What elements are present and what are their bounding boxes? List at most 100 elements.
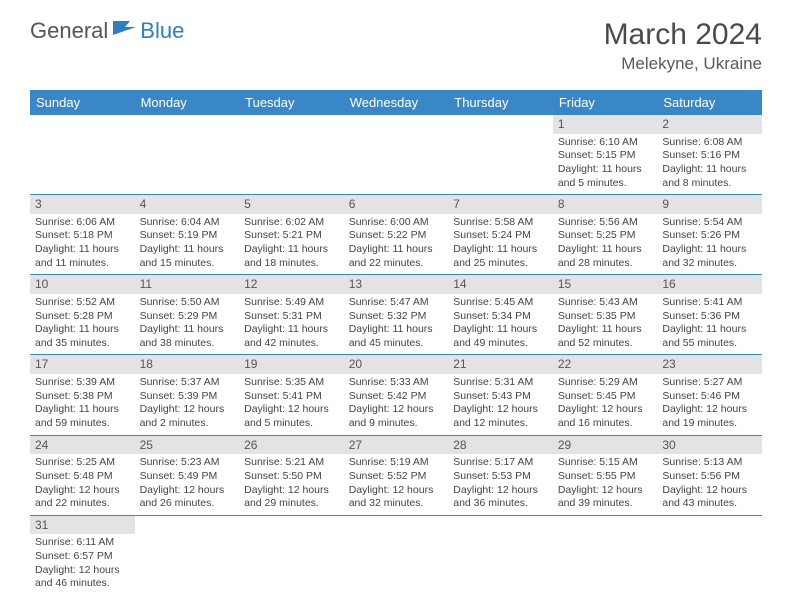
day-detail: Sunrise: 5:41 AMSunset: 5:36 PMDaylight:… bbox=[662, 296, 757, 351]
calendar-table: SundayMondayTuesdayWednesdayThursdayFrid… bbox=[30, 90, 762, 595]
day-detail-line: Daylight: 12 hours bbox=[35, 564, 130, 578]
day-detail: Sunrise: 6:11 AMSunset: 6:57 PMDaylight:… bbox=[35, 536, 130, 591]
day-detail-line: Sunset: 5:32 PM bbox=[349, 310, 444, 324]
day-detail-line: Sunrise: 5:41 AM bbox=[662, 296, 757, 310]
day-detail-line: Sunset: 5:50 PM bbox=[244, 470, 339, 484]
day-detail-line: Sunset: 5:15 PM bbox=[558, 149, 653, 163]
calendar-day-cell: 13Sunrise: 5:47 AMSunset: 5:32 PMDayligh… bbox=[344, 275, 449, 355]
day-number: 7 bbox=[448, 195, 553, 214]
day-number: 17 bbox=[30, 355, 135, 374]
day-detail-line: and 32 minutes. bbox=[662, 257, 757, 271]
weekday-header-row: SundayMondayTuesdayWednesdayThursdayFrid… bbox=[30, 90, 762, 115]
day-detail-line: and 49 minutes. bbox=[453, 337, 548, 351]
day-detail-line: Sunset: 5:41 PM bbox=[244, 390, 339, 404]
day-detail-line: Sunrise: 6:06 AM bbox=[35, 216, 130, 230]
calendar-day-cell: 17Sunrise: 5:39 AMSunset: 5:38 PMDayligh… bbox=[30, 355, 135, 435]
calendar-day-cell: 1 Sunrise: 6:10 AMSunset: 5:15 PMDaylight… bbox=[553, 115, 658, 195]
day-detail-line: Daylight: 11 hours bbox=[35, 403, 130, 417]
month-title: March 2024 bbox=[604, 18, 762, 52]
day-detail: Sunrise: 6:06 AMSunset: 5:18 PMDaylight:… bbox=[35, 216, 130, 271]
day-detail-line: Sunset: 5:22 PM bbox=[349, 229, 444, 243]
day-number: 26 bbox=[239, 436, 344, 455]
day-detail-line: Sunset: 5:34 PM bbox=[453, 310, 548, 324]
day-detail-line: Sunrise: 5:25 AM bbox=[35, 456, 130, 470]
day-number: 23 bbox=[657, 355, 762, 374]
day-detail-line: Sunset: 5:16 PM bbox=[662, 149, 757, 163]
day-detail-line: and 29 minutes. bbox=[244, 497, 339, 511]
calendar-day-cell: 4 Sunrise: 6:04 AMSunset: 5:19 PMDaylight… bbox=[135, 195, 240, 275]
day-detail-line: Daylight: 11 hours bbox=[662, 163, 757, 177]
day-detail-line: and 2 minutes. bbox=[140, 417, 235, 431]
day-detail-line: Sunrise: 5:29 AM bbox=[558, 376, 653, 390]
day-detail-line: Sunrise: 6:08 AM bbox=[662, 136, 757, 150]
calendar-day-cell: 12Sunrise: 5:49 AMSunset: 5:31 PMDayligh… bbox=[239, 275, 344, 355]
day-detail-line: and 55 minutes. bbox=[662, 337, 757, 351]
day-detail-line: Sunrise: 5:31 AM bbox=[453, 376, 548, 390]
calendar-day-cell: 11Sunrise: 5:50 AMSunset: 5:29 PMDayligh… bbox=[135, 275, 240, 355]
calendar-day-cell bbox=[239, 515, 344, 595]
day-number: 2 bbox=[657, 115, 762, 134]
calendar-day-cell: 22Sunrise: 5:29 AMSunset: 5:45 PMDayligh… bbox=[553, 355, 658, 435]
day-detail-line: Sunset: 5:38 PM bbox=[35, 390, 130, 404]
day-detail-line: and 36 minutes. bbox=[453, 497, 548, 511]
day-number: 4 bbox=[135, 195, 240, 214]
calendar-day-cell bbox=[344, 515, 449, 595]
day-number: 28 bbox=[448, 436, 553, 455]
day-number: 5 bbox=[239, 195, 344, 214]
day-detail-line: Sunrise: 6:10 AM bbox=[558, 136, 653, 150]
day-detail: Sunrise: 6:00 AMSunset: 5:22 PMDaylight:… bbox=[349, 216, 444, 271]
day-number: 9 bbox=[657, 195, 762, 214]
day-detail-line: Sunset: 5:24 PM bbox=[453, 229, 548, 243]
day-detail-line: Daylight: 11 hours bbox=[558, 323, 653, 337]
day-number: 1 bbox=[553, 115, 658, 134]
day-number: 15 bbox=[553, 275, 658, 294]
day-detail-line: and 45 minutes. bbox=[349, 337, 444, 351]
day-detail-line: Sunset: 5:39 PM bbox=[140, 390, 235, 404]
calendar-day-cell bbox=[135, 115, 240, 195]
location-label: Melekyne, Ukraine bbox=[604, 54, 762, 74]
day-detail-line: Sunrise: 5:52 AM bbox=[35, 296, 130, 310]
day-number: 6 bbox=[344, 195, 449, 214]
day-detail-line: and 5 minutes. bbox=[244, 417, 339, 431]
day-detail-line: Sunset: 5:46 PM bbox=[662, 390, 757, 404]
calendar-day-cell: 2 Sunrise: 6:08 AMSunset: 5:16 PMDaylight… bbox=[657, 115, 762, 195]
day-detail-line: Sunrise: 6:02 AM bbox=[244, 216, 339, 230]
calendar-day-cell: 23Sunrise: 5:27 AMSunset: 5:46 PMDayligh… bbox=[657, 355, 762, 435]
calendar-day-cell bbox=[344, 115, 449, 195]
weekday-header: Sunday bbox=[30, 90, 135, 115]
day-detail-line: Sunrise: 5:37 AM bbox=[140, 376, 235, 390]
day-detail-line: Daylight: 11 hours bbox=[244, 243, 339, 257]
weekday-header: Monday bbox=[135, 90, 240, 115]
calendar-day-cell: 14Sunrise: 5:45 AMSunset: 5:34 PMDayligh… bbox=[448, 275, 553, 355]
day-detail-line: and 8 minutes. bbox=[662, 177, 757, 191]
day-detail-line: Daylight: 12 hours bbox=[349, 484, 444, 498]
day-detail-line: and 25 minutes. bbox=[453, 257, 548, 271]
calendar-day-cell: 26Sunrise: 5:21 AMSunset: 5:50 PMDayligh… bbox=[239, 435, 344, 515]
day-detail-line: and 32 minutes. bbox=[349, 497, 444, 511]
day-detail-line: Daylight: 11 hours bbox=[662, 243, 757, 257]
calendar-day-cell: 20Sunrise: 5:33 AMSunset: 5:42 PMDayligh… bbox=[344, 355, 449, 435]
day-number: 8 bbox=[553, 195, 658, 214]
calendar-week-row: 24Sunrise: 5:25 AMSunset: 5:48 PMDayligh… bbox=[30, 435, 762, 515]
day-detail-line: Daylight: 12 hours bbox=[140, 403, 235, 417]
day-number: 10 bbox=[30, 275, 135, 294]
day-detail-line: Sunset: 5:31 PM bbox=[244, 310, 339, 324]
day-detail-line: Sunset: 5:56 PM bbox=[662, 470, 757, 484]
day-detail-line: Daylight: 11 hours bbox=[349, 243, 444, 257]
calendar-day-cell: 28Sunrise: 5:17 AMSunset: 5:53 PMDayligh… bbox=[448, 435, 553, 515]
day-detail-line: and 18 minutes. bbox=[244, 257, 339, 271]
weekday-header: Tuesday bbox=[239, 90, 344, 115]
day-number: 31 bbox=[30, 516, 135, 535]
calendar-day-cell: 21Sunrise: 5:31 AMSunset: 5:43 PMDayligh… bbox=[448, 355, 553, 435]
day-detail-line: and 28 minutes. bbox=[558, 257, 653, 271]
calendar-week-row: 10Sunrise: 5:52 AMSunset: 5:28 PMDayligh… bbox=[30, 275, 762, 355]
day-detail-line: Sunrise: 5:54 AM bbox=[662, 216, 757, 230]
day-detail-line: Daylight: 12 hours bbox=[35, 484, 130, 498]
day-detail: Sunrise: 6:04 AMSunset: 5:19 PMDaylight:… bbox=[140, 216, 235, 271]
day-detail: Sunrise: 6:10 AMSunset: 5:15 PMDaylight:… bbox=[558, 136, 653, 191]
calendar-day-cell: 18Sunrise: 5:37 AMSunset: 5:39 PMDayligh… bbox=[135, 355, 240, 435]
day-detail-line: Sunrise: 6:11 AM bbox=[35, 536, 130, 550]
calendar-day-cell: 9Sunrise: 5:54 AMSunset: 5:26 PMDaylight… bbox=[657, 195, 762, 275]
calendar-day-cell: 30Sunrise: 5:13 AMSunset: 5:56 PMDayligh… bbox=[657, 435, 762, 515]
day-detail-line: Daylight: 11 hours bbox=[349, 323, 444, 337]
